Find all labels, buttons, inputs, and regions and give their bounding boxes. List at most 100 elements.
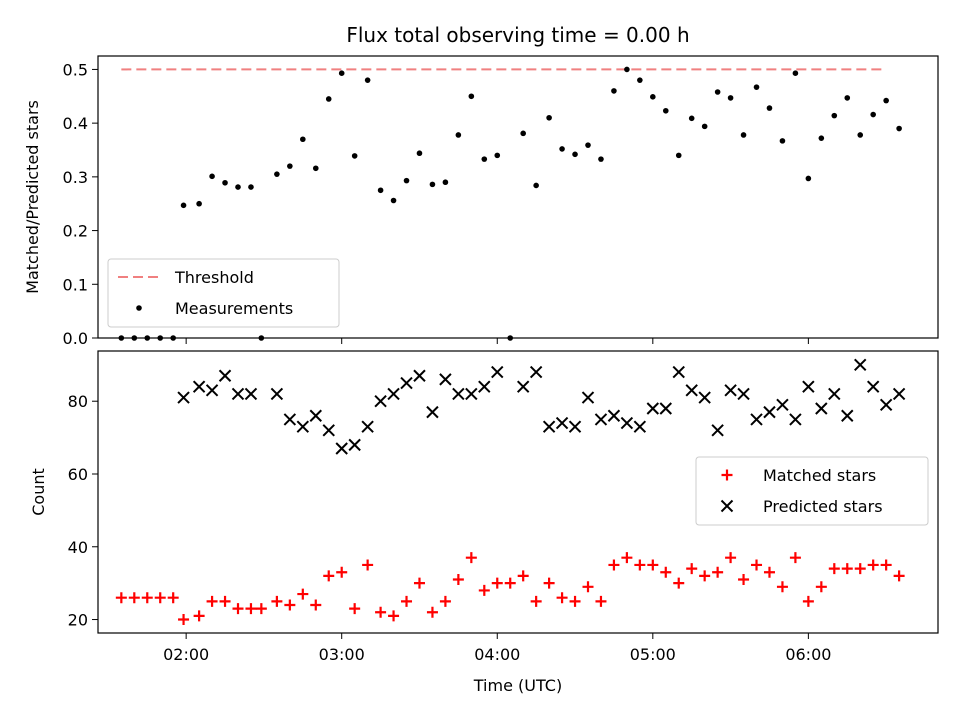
matched-stars-point: [699, 570, 711, 582]
predicted-stars-point: [413, 369, 426, 382]
matched-stars-point: [271, 595, 283, 607]
measurement-point: [196, 200, 202, 207]
matched-stars-point: [738, 574, 750, 586]
matched-stars-point: [763, 566, 775, 578]
measurement-point: [481, 156, 488, 162]
measurement-point: [442, 179, 449, 186]
measurement-point: [325, 96, 332, 102]
ratio-x-ticks: [185, 338, 809, 344]
measurement-point: [170, 335, 176, 341]
measurement-point: [701, 123, 708, 130]
predicted-stars-point: [607, 409, 621, 422]
predicted-stars-point: [892, 387, 906, 401]
matched-stars-point: [712, 566, 724, 578]
predicted-stars-point: [192, 380, 206, 393]
measurement-point: [779, 138, 786, 144]
y-tick-label: 0.1: [63, 275, 88, 294]
measurement-point: [896, 125, 902, 132]
measurement-point: [585, 142, 591, 148]
y-tick-label: 40: [68, 538, 88, 557]
y-tick-label: 0.3: [63, 168, 88, 187]
matched-stars-point: [595, 595, 607, 607]
matched-stars-point: [608, 559, 620, 571]
matched-stars-point: [413, 577, 425, 589]
predicted-stars-point: [633, 420, 647, 433]
measurement-point: [753, 84, 760, 90]
matched-stars-point: [556, 592, 568, 604]
matched-stars-point: [323, 570, 335, 582]
y-tick-label: 60: [68, 465, 88, 484]
matched-stars-point: [854, 563, 866, 575]
matched-stars-point: [880, 559, 892, 571]
matched-stars-point: [206, 595, 218, 607]
legend-entry-label: Matched stars: [763, 466, 876, 485]
matched-stars-point: [426, 606, 438, 618]
x-tick-label: 06:00: [785, 645, 831, 664]
predicted-stars-point: [685, 384, 698, 397]
measurement-point: [338, 70, 345, 76]
measurement-point: [180, 202, 187, 209]
predicted-stars-point: [828, 387, 841, 401]
matched-stars-point: [439, 595, 451, 607]
matched-stars-point: [582, 581, 594, 593]
matched-stars-point: [349, 603, 361, 615]
measurement-point: [598, 156, 604, 162]
matched-stars-point: [478, 584, 490, 596]
measurement-point: [766, 105, 773, 111]
measurement-point: [792, 70, 799, 76]
predicted-stars-point: [594, 413, 608, 426]
matched-stars-point: [310, 599, 322, 611]
legend-entry-label: Measurements: [175, 299, 293, 318]
measurement-point: [857, 132, 864, 138]
matched-stars-point: [388, 610, 400, 622]
predicted-stars-point: [452, 387, 465, 401]
matched-stars-point: [802, 595, 814, 607]
predicted-stars-point: [361, 420, 374, 433]
measurement-point: [520, 130, 526, 137]
predicted-stars-point: [439, 373, 452, 386]
measurement-point: [844, 95, 851, 101]
chart-title: Flux total observing time = 0.00 h: [346, 23, 689, 47]
matched-stars-point: [255, 603, 267, 615]
measurement-point: [131, 335, 138, 341]
matched-stars-point: [297, 588, 309, 600]
matched-stars-point: [465, 552, 477, 564]
legend-entry-label: Predicted stars: [763, 497, 883, 516]
matched-stars-point: [245, 603, 257, 615]
matched-stars-point: [375, 606, 387, 618]
y-tick-label: 0.5: [63, 60, 88, 79]
predicted-stars-point: [711, 424, 724, 437]
predicted-stars-point: [387, 387, 400, 401]
counts-x-ticks: 02:00 03:00 04:00 05:00 06:00: [163, 633, 831, 664]
predicted-stars-point: [776, 398, 789, 412]
matched-stars-point: [569, 595, 581, 607]
legend-predicted-swatch: [720, 499, 734, 513]
measurement-point: [740, 132, 747, 138]
matched-stars-point: [115, 592, 127, 604]
matched-stars-point: [401, 595, 413, 607]
matched-stars-point: [530, 595, 542, 607]
predicted-stars-point: [659, 402, 672, 415]
x-axis-label: Time (UTC): [473, 676, 562, 695]
predicted-stars-point: [231, 387, 245, 401]
matched-stars-point: [362, 559, 374, 571]
predicted-stars-point: [750, 413, 763, 426]
predicted-stars-point: [426, 405, 439, 419]
counts-series: [115, 358, 906, 626]
measurement-point: [390, 197, 397, 204]
predicted-stars-point: [374, 395, 387, 408]
matched-stars-point: [517, 570, 529, 582]
measurement-point: [818, 135, 825, 141]
measurement-point: [675, 152, 682, 159]
counts-legend: Matched stars Predicted stars: [695, 456, 929, 526]
measurement-point: [222, 179, 228, 186]
predicted-stars-point: [542, 420, 556, 433]
predicted-stars-point: [244, 387, 258, 401]
measurement-point: [624, 66, 630, 73]
measurement-point: [688, 115, 695, 122]
y-tick-label: 20: [68, 611, 88, 630]
predicted-stars-point: [763, 405, 776, 419]
matched-stars-point: [789, 552, 801, 564]
measurement-point: [727, 95, 734, 101]
